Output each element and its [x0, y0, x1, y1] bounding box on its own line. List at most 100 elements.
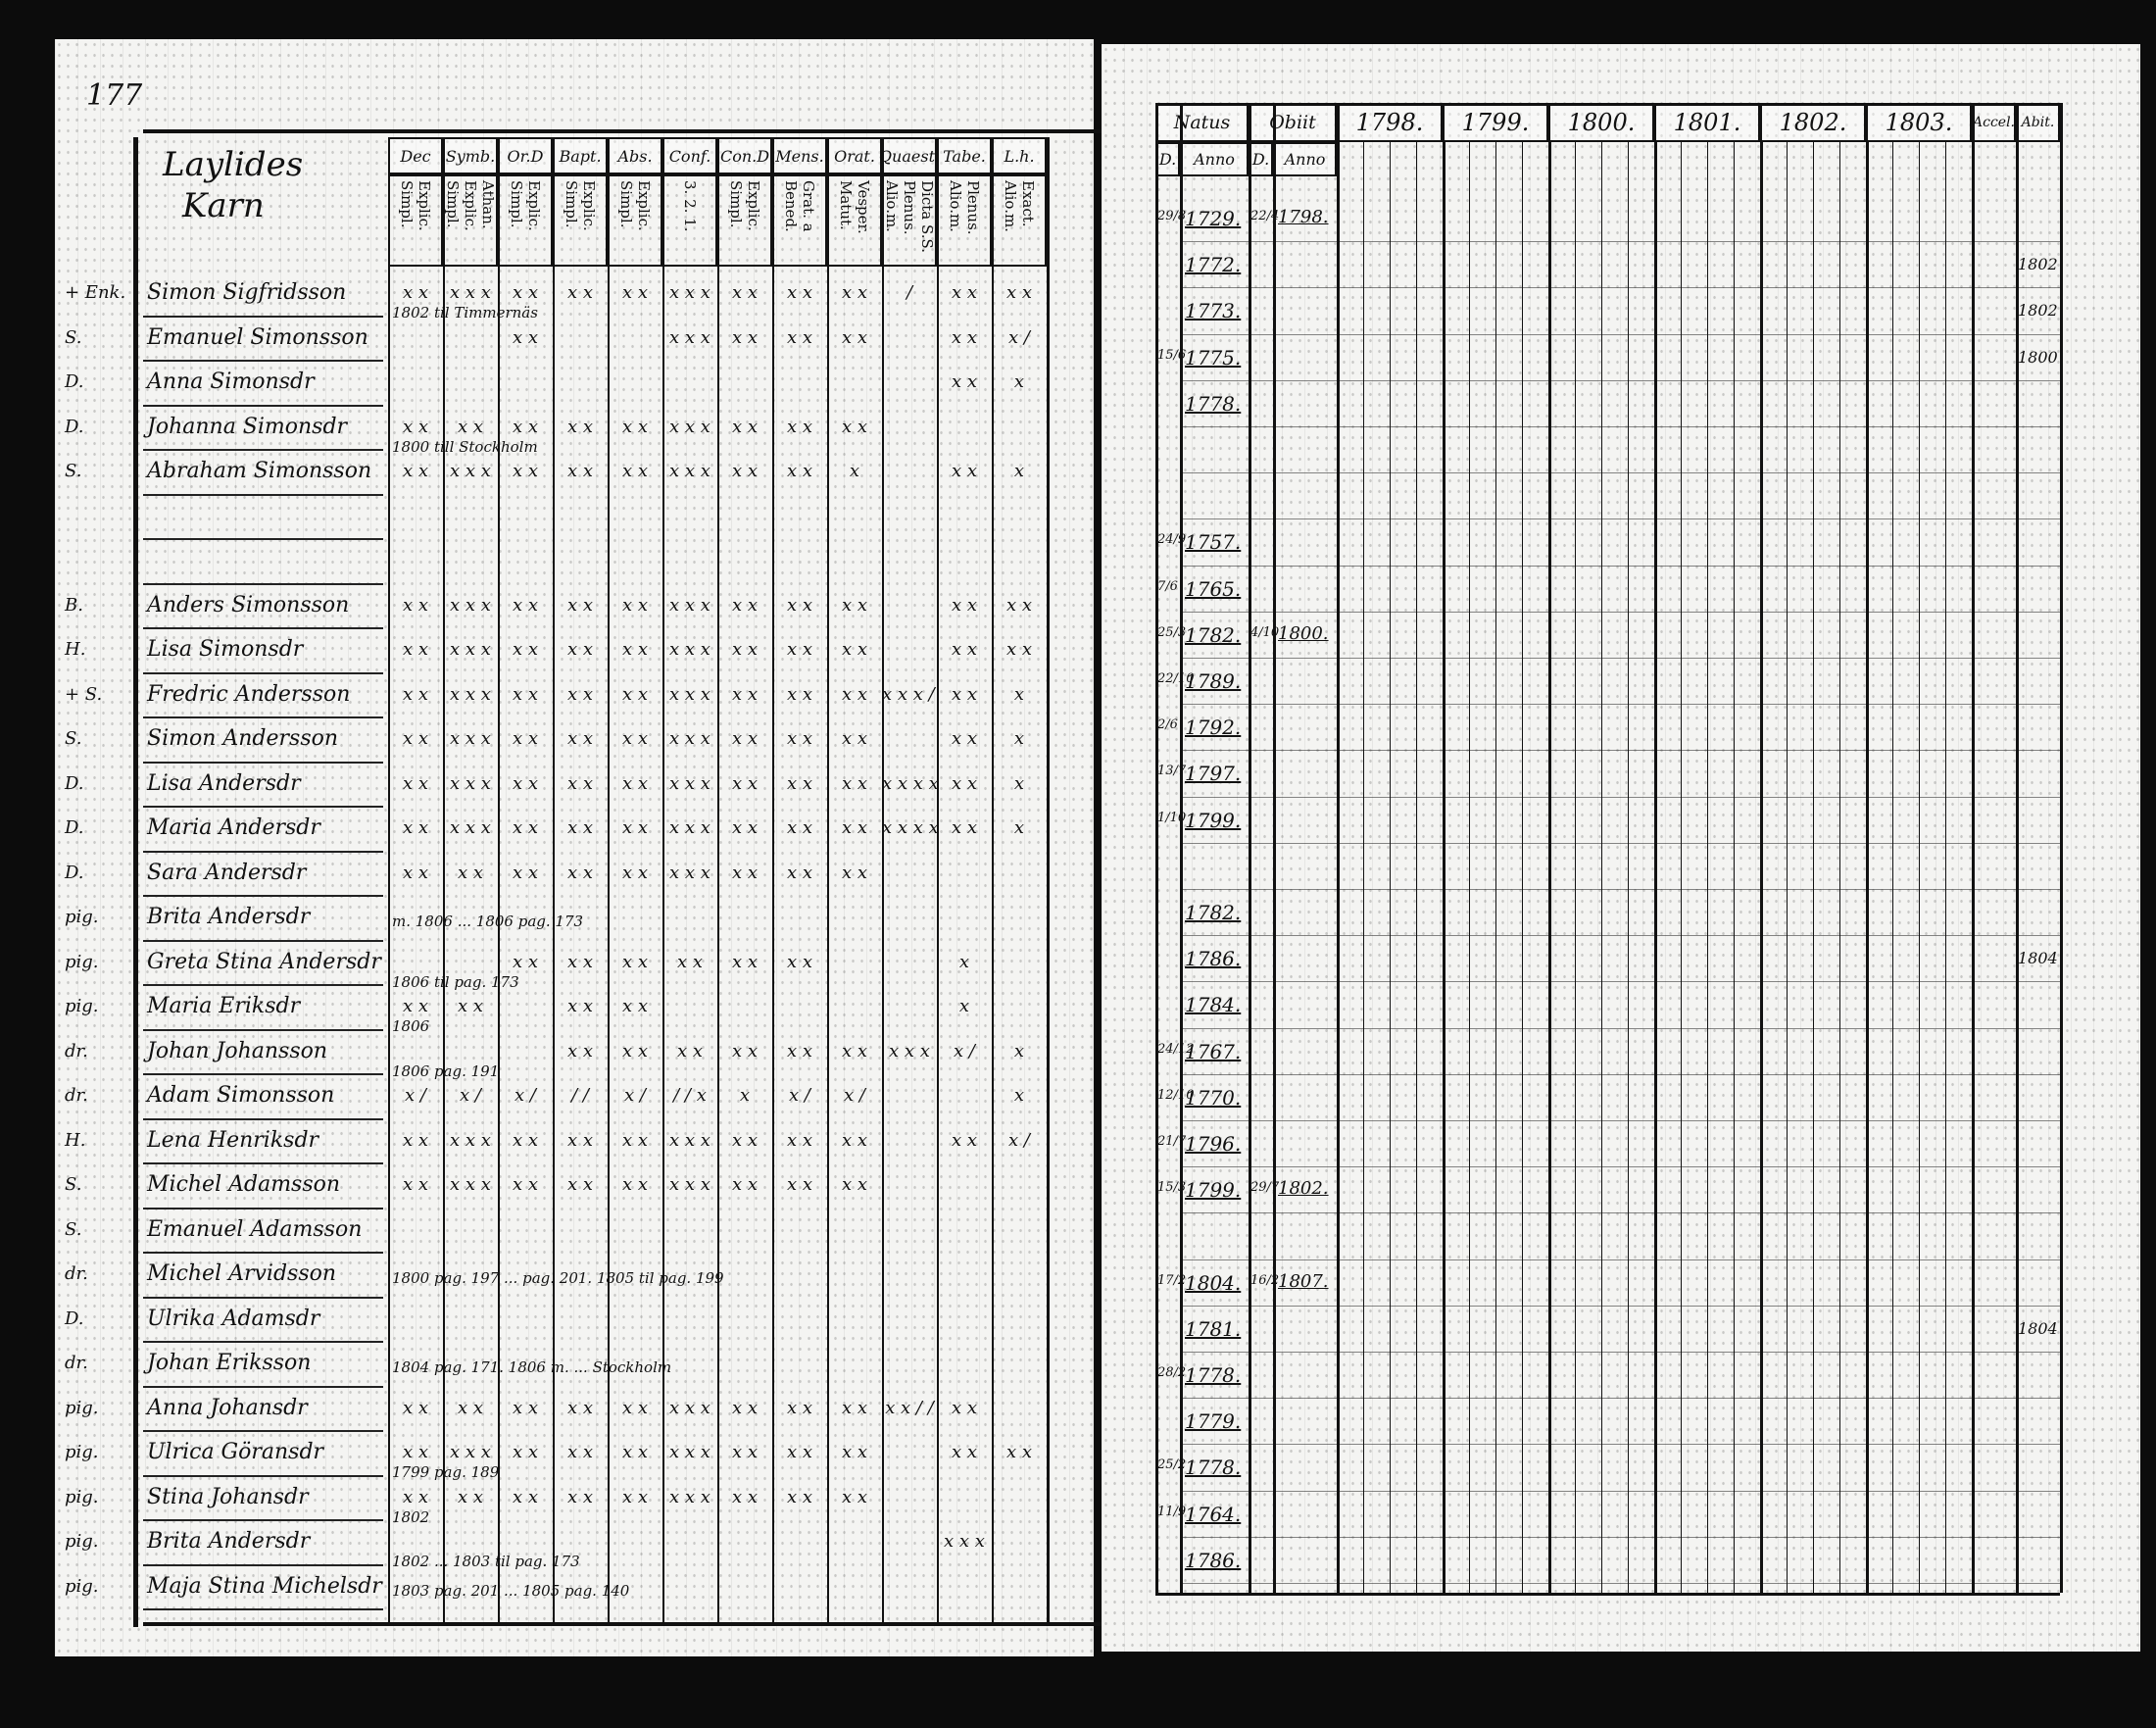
- exam-mark: x x: [512, 416, 539, 437]
- year-subcolumn-rule: [1522, 142, 1523, 1593]
- column-rule: [2016, 103, 2019, 1593]
- person-name: Lena Henriksdr: [143, 1128, 383, 1164]
- exam-mark: / /: [571, 1085, 589, 1106]
- column-header: Symb.: [443, 137, 498, 174]
- exam-mark: x x x: [669, 772, 710, 794]
- year-subcolumn-rule: [1390, 142, 1391, 1593]
- year-subcolumn-rule: [1866, 142, 1869, 1593]
- exam-mark: x x x: [450, 683, 491, 705]
- exam-mark: x x: [1005, 1442, 1033, 1462]
- exam-mark: x x: [621, 282, 649, 303]
- exam-mark: x: [1013, 683, 1025, 705]
- person-name: Adam Simonsson: [143, 1083, 383, 1120]
- column-rule: [1273, 103, 1276, 1593]
- exam-mark: x x: [566, 1397, 594, 1418]
- exam-mark: x x: [841, 1040, 868, 1061]
- column-subheader: Plenus. Alio.m.: [937, 174, 992, 267]
- exam-mark: x x: [621, 728, 649, 749]
- person-name: Abraham Simonsson: [143, 459, 383, 496]
- exam-mark: x x: [512, 1129, 539, 1151]
- exam-mark: x x: [566, 416, 594, 437]
- exam-mark: x x: [512, 683, 539, 705]
- year-subcolumn-rule: [1469, 142, 1470, 1593]
- row-prefix: pig.: [65, 1486, 99, 1507]
- exam-mark: x x: [566, 1174, 594, 1195]
- row-note: 1799 pag. 189: [392, 1463, 500, 1481]
- exam-mark: x x: [512, 594, 539, 616]
- column-rule: [388, 267, 390, 1622]
- row-rule: [1180, 889, 2060, 890]
- exam-mark: x x: [786, 683, 813, 705]
- year-subcolumn-rule: [1654, 142, 1657, 1593]
- exam-mark: x: [1013, 1040, 1025, 1061]
- row-rule: [1180, 1444, 2060, 1446]
- exam-mark: x x: [566, 951, 594, 972]
- exam-mark: x x: [786, 282, 813, 303]
- column-rule: [662, 267, 664, 1622]
- row-rule: [1180, 565, 2060, 567]
- row-prefix: D.: [65, 862, 84, 883]
- accel-header: Accel.: [1972, 103, 2016, 142]
- column-header: Quaest.: [879, 137, 940, 174]
- birth-year: 1778.: [1185, 1363, 1242, 1387]
- row-note: 1804 pag. 171. 1806 m. ... Stockholm: [392, 1358, 672, 1376]
- year-subcolumn-rule: [1787, 142, 1788, 1593]
- departure-year: 1800: [2018, 347, 2058, 367]
- exam-mark: x x: [951, 326, 978, 348]
- exam-mark: x x: [951, 728, 978, 749]
- exam-mark: x x: [457, 996, 484, 1016]
- exam-mark: x x: [786, 951, 813, 972]
- exam-mark: x x: [566, 817, 594, 838]
- row-rule: [1180, 1490, 2060, 1492]
- row-prefix: D.: [65, 772, 84, 794]
- year-header: 1798.: [1337, 103, 1443, 142]
- row-rule: [1180, 611, 2060, 613]
- year-subcolumn-rule: [1892, 142, 1893, 1593]
- row-prefix: dr.: [65, 1040, 88, 1061]
- exam-mark: x x: [621, 1442, 649, 1462]
- exam-mark: x x: [676, 1040, 704, 1061]
- exam-mark: x x: [786, 862, 813, 883]
- exam-mark: x x: [731, 594, 759, 616]
- person-name: Lisa Andersdr: [143, 771, 383, 808]
- left-border: [133, 137, 138, 1627]
- year-subcolumn-rule: [1839, 142, 1840, 1593]
- exam-mark: x x x: [669, 862, 710, 883]
- birth-year: 1792.: [1185, 716, 1242, 740]
- exam-mark: x x: [1005, 282, 1033, 303]
- exam-mark: x /: [954, 1040, 975, 1061]
- exam-mark: x x: [402, 461, 429, 481]
- row-prefix: pig.: [65, 1575, 99, 1597]
- year-header: 1802.: [1760, 103, 1866, 142]
- person-name: Stina Johansdr: [143, 1485, 383, 1521]
- exam-mark: x x: [731, 862, 759, 883]
- exam-mark: x x: [566, 639, 594, 660]
- exam-mark: x x: [566, 772, 594, 794]
- exam-mark: x x: [402, 862, 429, 883]
- exam-mark: x x: [566, 1040, 594, 1061]
- birth-day: 28/2: [1157, 1365, 1187, 1380]
- column-header: L.h.: [992, 137, 1047, 174]
- year-subcolumn-rule: [1548, 142, 1551, 1593]
- row-note: 1802: [392, 1507, 430, 1526]
- exam-mark: x x: [457, 1397, 484, 1418]
- row-prefix: dr.: [65, 1353, 88, 1373]
- exam-mark: x x: [731, 1129, 759, 1151]
- death-year: 1807.: [1278, 1270, 1329, 1292]
- death-day: 16/2: [1250, 1272, 1280, 1288]
- exam-mark: x x x: [450, 1442, 491, 1462]
- exam-mark: x x x: [450, 461, 491, 481]
- exam-mark: x x: [786, 1442, 813, 1462]
- birth-year: 1764.: [1185, 1502, 1242, 1526]
- exam-mark: x x x x x: [882, 772, 937, 794]
- exam-mark: x x: [621, 461, 649, 481]
- birth-year: 1778.: [1185, 1456, 1242, 1480]
- exam-mark: x x x: [669, 461, 710, 481]
- person-name: Brita Andersdr: [143, 1529, 383, 1566]
- exam-mark: x x: [951, 1397, 978, 1418]
- row-prefix: dr.: [65, 1085, 88, 1106]
- exam-mark: x x: [731, 1040, 759, 1061]
- exam-mark: x x x: [450, 282, 491, 303]
- exam-mark: x x: [621, 817, 649, 838]
- exam-mark: x x: [786, 728, 813, 749]
